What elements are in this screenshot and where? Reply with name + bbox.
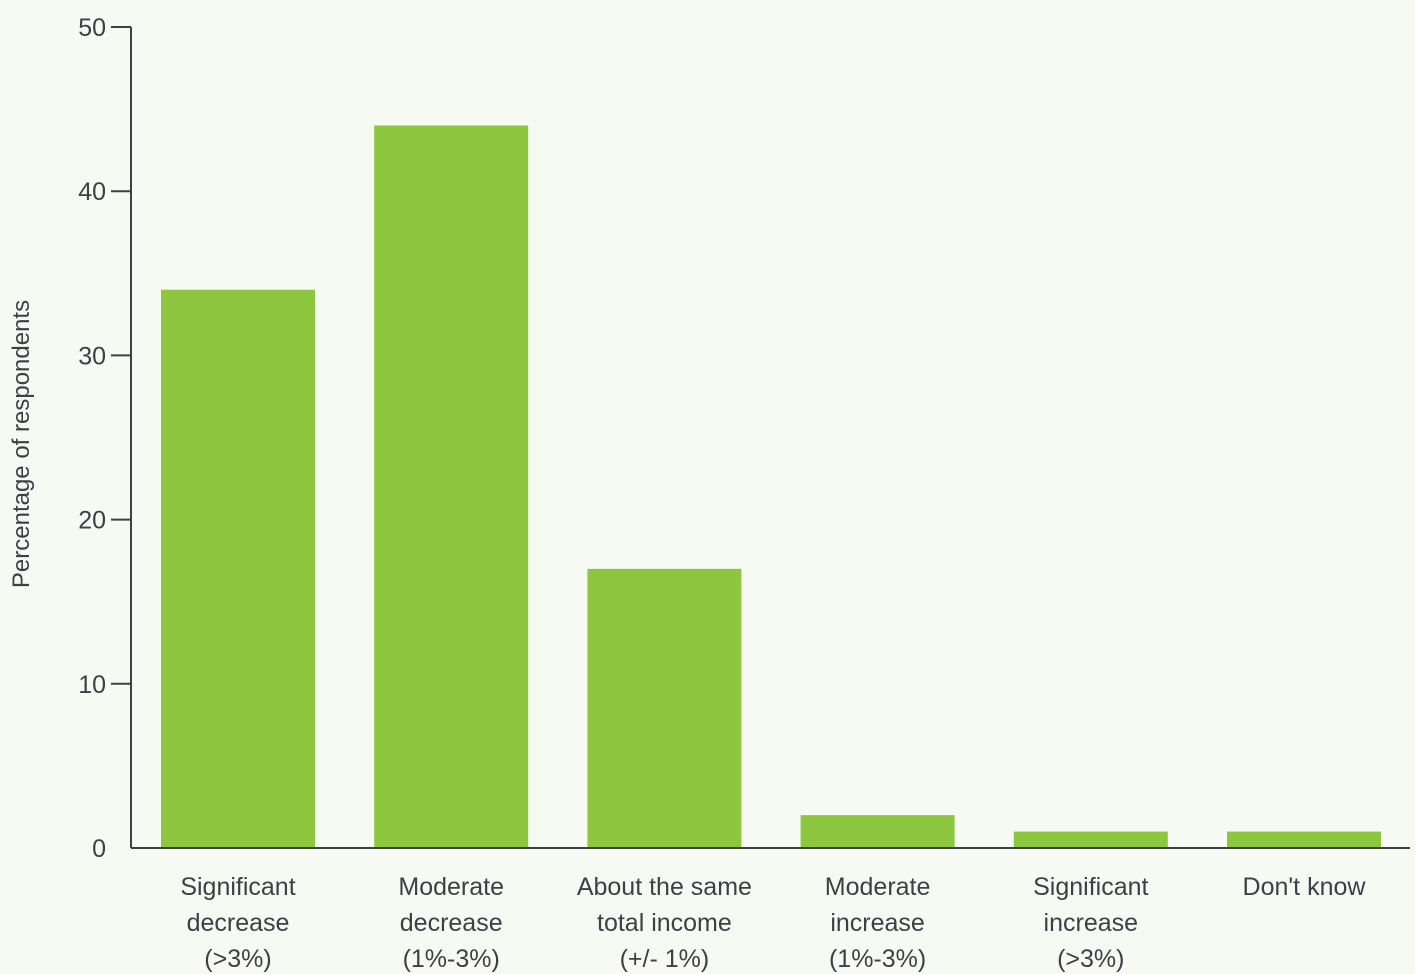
y-tick-label: 30 [78, 342, 106, 370]
y-tick-label: 20 [78, 507, 106, 535]
y-tick-label: 0 [92, 835, 106, 863]
bars [161, 125, 1381, 849]
y-axis-label: Percentage of respondents [8, 300, 35, 588]
y-tick-label: 50 [78, 14, 106, 42]
bar [587, 568, 742, 848]
x-tick-label: Moderate increase (1%-3%) [825, 873, 931, 973]
bar [161, 289, 315, 849]
x-axis: Significant decrease (>3%) Moderate decrease… [131, 847, 1410, 973]
bar [800, 815, 955, 848]
x-tick-label: About the same total income (+/- 1%) [577, 873, 752, 973]
x-tick-label: Significant decrease (>3%) [180, 873, 295, 973]
y-tick-label: 40 [78, 178, 106, 206]
y-axis: 0 10 20 30 40 50 [78, 14, 132, 863]
x-tick-label: Significant increase (>3%) [1033, 873, 1148, 973]
x-tick-label: Moderate decrease (1%-3%) [398, 873, 504, 973]
bar [1013, 831, 1168, 848]
x-tick-label: Don't know [1243, 873, 1367, 901]
bar [374, 125, 529, 848]
y-tick-label: 10 [78, 671, 106, 699]
bar [1227, 831, 1381, 848]
